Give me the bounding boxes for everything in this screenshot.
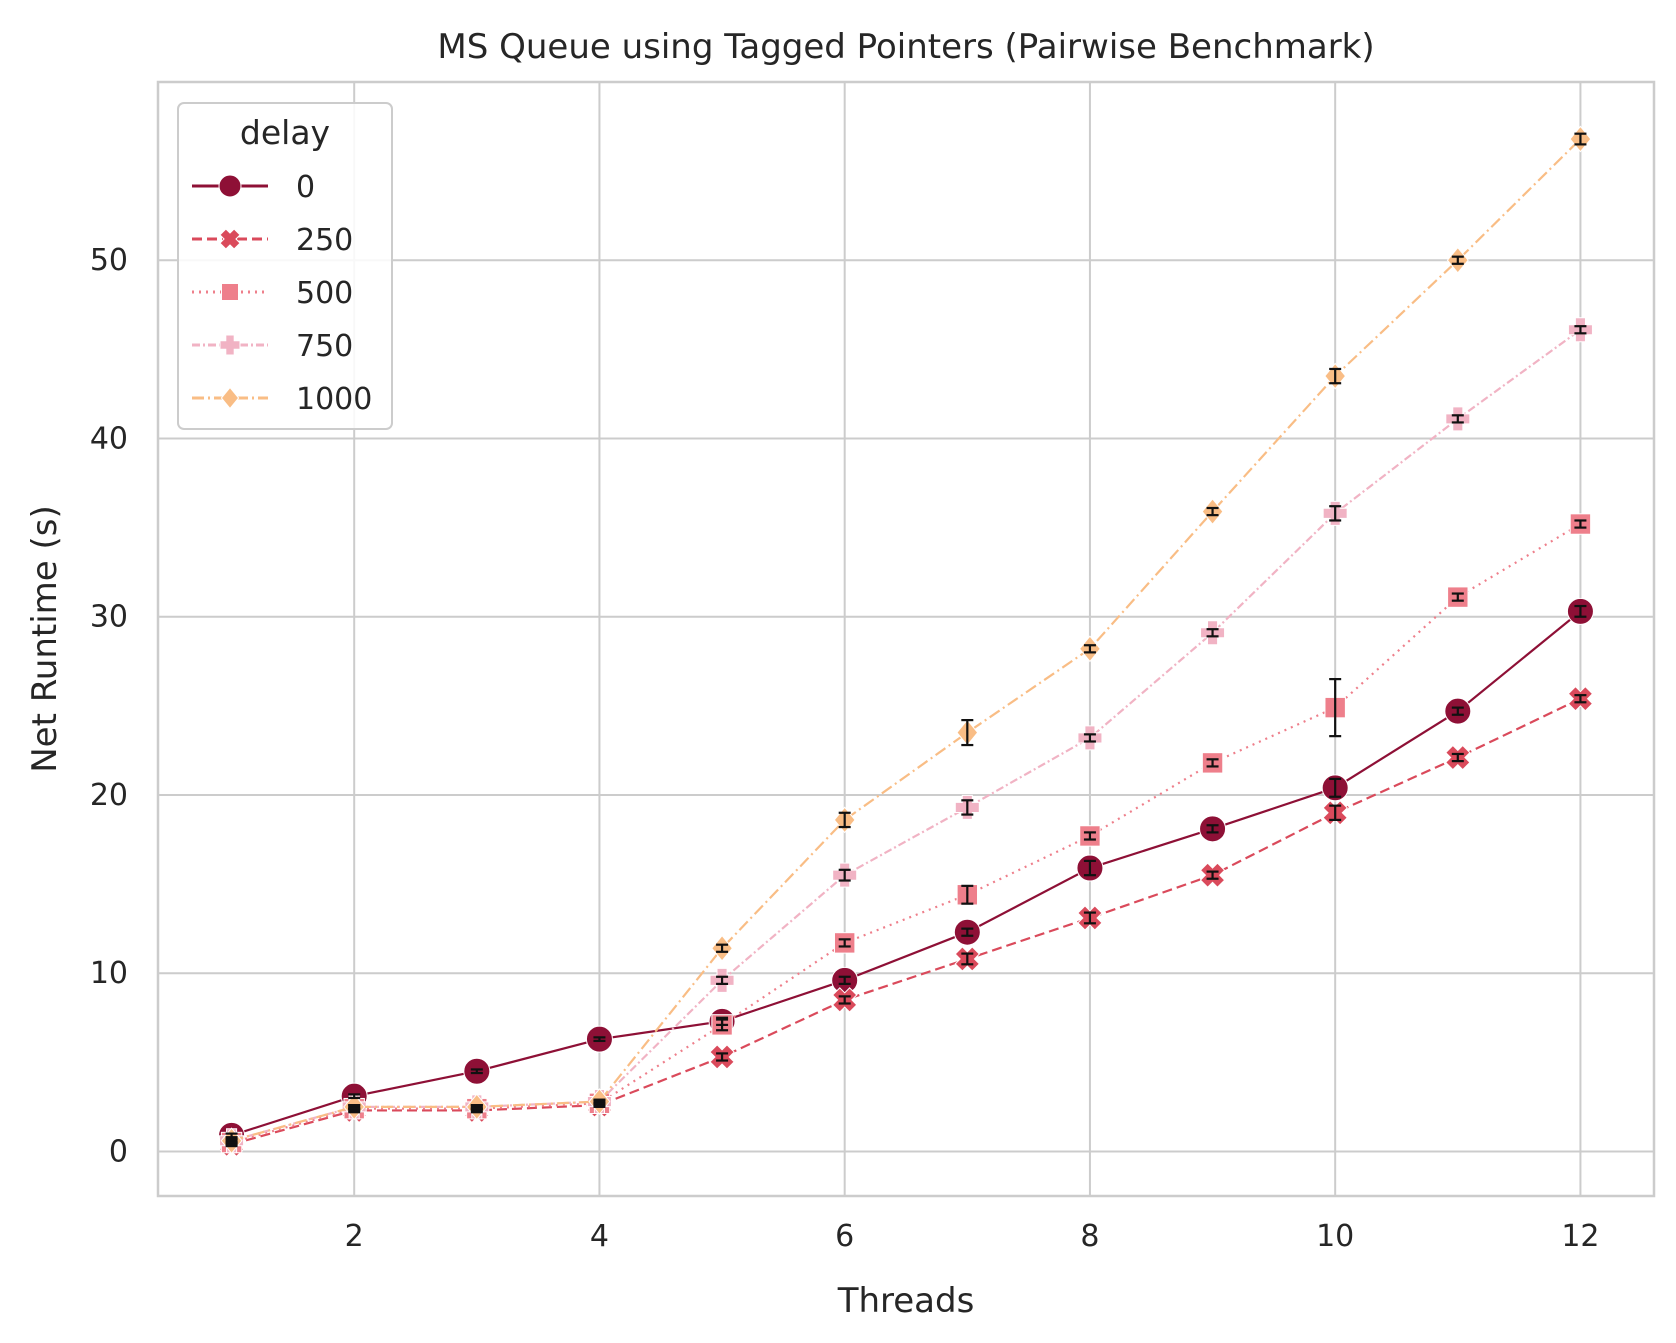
legend-entry-0: 0: [192, 170, 315, 205]
x-tick-label: 10: [1316, 1219, 1354, 1254]
x-tick-label: 12: [1561, 1219, 1599, 1254]
legend-label: 1000: [296, 382, 372, 417]
y-axis-label: Net Runtime (s): [25, 505, 65, 773]
error-bars-250: [225, 694, 1587, 1148]
legend-label: 750: [296, 329, 353, 364]
x-tick-label: 8: [1080, 1219, 1099, 1254]
x-tick-label: 2: [345, 1219, 364, 1254]
legend-entry-750: 750: [192, 329, 353, 364]
y-tick-label: 0: [109, 1134, 128, 1169]
legend-marker: [219, 228, 241, 250]
error-bars-500: [225, 519, 1587, 1146]
legend-title: delay: [240, 113, 330, 152]
y-tick-label: 10: [90, 956, 128, 991]
y-tick-label: 20: [90, 778, 128, 813]
legend-label: 250: [296, 223, 353, 258]
legend-marker: [219, 334, 241, 356]
y-tick-label: 50: [90, 243, 128, 278]
y-tick-label: 30: [90, 600, 128, 635]
legend-entry-250: 250: [192, 223, 353, 258]
series-500: [220, 513, 1592, 1154]
series-layer: [218, 125, 1594, 1158]
error-bars: [225, 132, 1587, 1148]
legend-label: 500: [296, 276, 353, 311]
y-tick-label: 40: [90, 421, 128, 456]
series-line: [231, 610, 1582, 1137]
series-0: [218, 597, 1594, 1149]
series-750: [219, 317, 1593, 1154]
legend: delay 0 250 500 750 1000: [177, 102, 393, 430]
legend-entry-500: 500: [192, 276, 353, 311]
legend-marker: [221, 283, 239, 301]
grid: [158, 82, 1654, 1196]
x-axis-label: Threads: [837, 1281, 975, 1321]
x-axis-ticks: 2 4 6 8 10 12: [345, 1219, 1600, 1254]
x-tick-label: 4: [590, 1219, 609, 1254]
legend-entry-1000: 1000: [192, 382, 372, 417]
error-bars-0: [225, 604, 1587, 1139]
series-line: [231, 138, 1582, 1142]
plot-frame: [156, 80, 1656, 1198]
legend-marker: [220, 386, 240, 410]
legend-label: 0: [296, 170, 315, 205]
y-axis-ticks: 0 10 20 30 40 50: [90, 243, 128, 1169]
series-line: [231, 328, 1582, 1142]
series-line: [231, 697, 1581, 1146]
error-bars-1000: [225, 132, 1587, 1144]
x-tick-label: 6: [835, 1219, 854, 1254]
error-bars-750: [225, 325, 1587, 1144]
series-1000: [220, 125, 1592, 1155]
legend-marker: [218, 174, 242, 198]
chart-title: MS Queue using Tagged Pointers (Pairwise…: [437, 27, 1374, 67]
series-250: [218, 685, 1594, 1158]
legend-entries: 0 250 500 750 1000: [192, 170, 372, 417]
